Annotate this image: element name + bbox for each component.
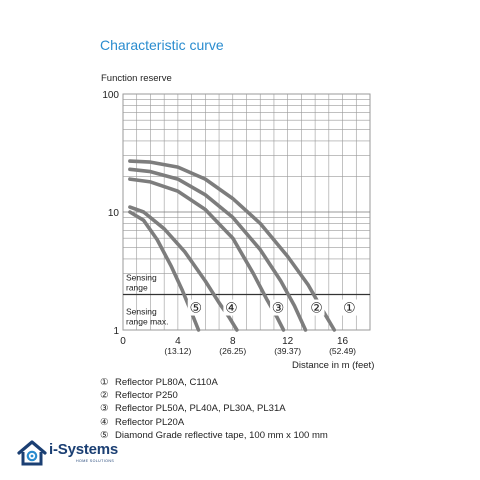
threshold-label-above: Sensing	[126, 272, 157, 282]
threshold-label-above: range	[126, 282, 148, 292]
y-axis-label: Function reserve	[101, 73, 172, 84]
series-line	[128, 167, 308, 332]
x-tick-label: 8	[230, 336, 236, 347]
legend: ① Reflector PL80A, C110A ② Reflector P250 …	[100, 376, 328, 442]
x-tick-label: 12	[282, 336, 294, 347]
legend-item: ① Reflector PL80A, C110A	[100, 376, 328, 389]
legend-marker: ①	[100, 377, 109, 388]
legend-label: Reflector PL80A, C110A	[115, 377, 218, 388]
series-marker: ②	[310, 300, 323, 316]
x-tick-label: 4	[175, 336, 181, 347]
legend-marker: ②	[100, 390, 109, 402]
y-tick-label: 10	[108, 208, 120, 219]
legend-item: ⑤ Diamond Grade reflective tape, 100 mm x…	[100, 429, 328, 442]
x-tick-sublabel: (52.49)	[329, 346, 356, 356]
chart-title: Characteristic curve	[100, 37, 224, 53]
x-axis-label: Distance in m (feet)	[292, 360, 375, 371]
series-marker: ③	[272, 300, 285, 316]
series-marker-bg	[187, 299, 204, 316]
y-tick-label: 100	[102, 90, 119, 101]
legend-label: Reflector PL50A, PL40A, PL30A, PL31A	[115, 403, 286, 415]
threshold-label-below: range max.	[126, 316, 169, 326]
legend-marker: ③	[100, 403, 109, 415]
legend-marker: ④	[100, 416, 109, 428]
house-logo-icon	[17, 440, 47, 466]
series-marker-bg	[270, 299, 287, 316]
legend-item: ③ Reflector PL50A, PL40A, PL30A, PL31A	[100, 402, 328, 415]
x-tick-sublabel: (13.12)	[164, 346, 191, 356]
series-marker: ⑤	[189, 300, 202, 316]
legend-label: Reflector PL20A	[115, 416, 185, 428]
legend-label: Diamond Grade reflective tape, 100 mm x …	[115, 429, 328, 441]
y-tick-label: 1	[113, 326, 119, 337]
series-marker-bg	[308, 299, 325, 316]
legend-item: ④ Reflector PL20A	[100, 416, 328, 429]
series-marker: ①	[343, 300, 356, 316]
brand-logo: i-Systems HOME SOLUTIONS	[16, 437, 128, 469]
series-marker-bg	[223, 299, 240, 316]
x-tick-label: 0	[120, 336, 126, 347]
legend-marker: ⑤	[100, 429, 109, 441]
x-tick-label: 16	[337, 336, 349, 347]
logo-tagline: HOME SOLUTIONS	[76, 459, 115, 463]
legend-item: ② Reflector P250	[100, 389, 328, 402]
series-marker-bg	[341, 299, 358, 316]
series-line	[128, 159, 337, 332]
x-tick-sublabel: (39.37)	[274, 346, 301, 356]
logo-wordmark: i-Systems	[49, 441, 119, 458]
series-marker: ④	[225, 300, 238, 316]
threshold-label-below: Sensing	[126, 306, 157, 316]
legend-label: Reflector P250	[115, 390, 178, 402]
x-tick-sublabel: (26.25)	[219, 346, 246, 356]
